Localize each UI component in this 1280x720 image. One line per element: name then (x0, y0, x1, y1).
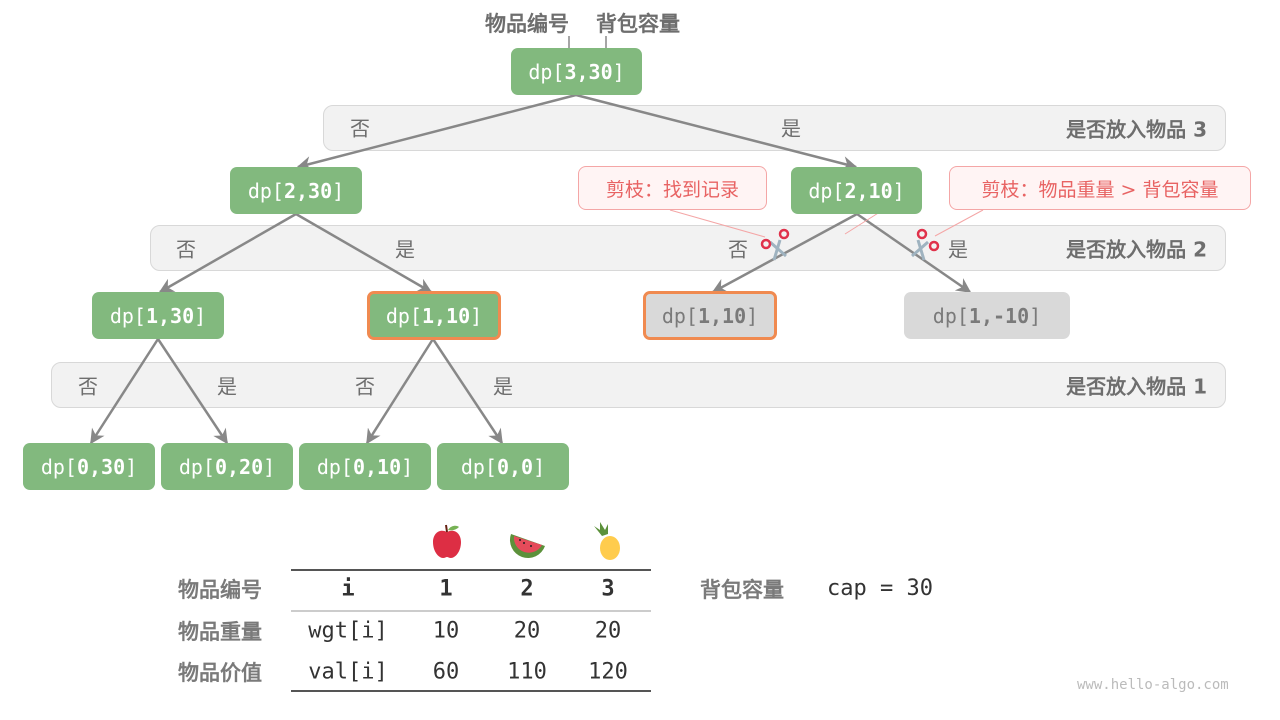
table-header-rule (291, 610, 651, 612)
node-dp-3-30: dp[3,30] (511, 48, 642, 95)
callout-prune-overweight: 剪枝：物品重量 > 背包容量 (949, 166, 1251, 210)
row-label-value: 物品价值 (178, 661, 262, 685)
edge (158, 212, 297, 294)
table-cell: 3 (601, 576, 615, 602)
scissors-icon (760, 228, 790, 261)
scissors-icon (911, 228, 940, 261)
fruit-icons (433, 522, 620, 560)
pineapple-icon (594, 522, 620, 560)
decision-band-item-1: 是否放入物品 1 (51, 362, 1226, 408)
table-cell: 120 (588, 659, 628, 685)
node-dp-1-neg10-pruned: dp[1,-10] (904, 292, 1070, 339)
row-label-index: 物品编号 (178, 578, 262, 602)
table-bottom-rule (291, 690, 651, 692)
callout-prune-record: 剪枝：找到记录 (578, 166, 767, 210)
node-dp-1-10-recorded: dp[1,10] (367, 291, 501, 340)
edge-label-yes: 是 (781, 116, 801, 141)
edge-label-no: 否 (355, 374, 375, 399)
edge (156, 338, 229, 445)
node-dp-2-10: dp[2,10] (791, 167, 922, 214)
table-cell: 20 (513, 618, 541, 644)
edge (365, 338, 435, 445)
edge-label-no: 否 (728, 237, 748, 262)
row-label-weight: 物品重量 (178, 620, 262, 644)
table-cell: 1 (439, 576, 453, 602)
edge (711, 212, 858, 294)
edge-label-no: 否 (176, 237, 196, 262)
edge-label-yes: 是 (493, 374, 513, 399)
table-top-rule (291, 569, 651, 571)
table-cell: i (341, 576, 355, 602)
edge-label-yes: 是 (395, 237, 415, 262)
edge (295, 212, 433, 294)
band-title: 是否放入物品 2 (1066, 237, 1207, 262)
edge (296, 93, 577, 171)
edge (89, 338, 160, 445)
node-dp-1-30: dp[1,30] (92, 292, 224, 339)
watermark: www.hello-algo.com (1077, 677, 1229, 693)
edge-label-yes: 是 (217, 374, 237, 399)
decision-band-item-2: 是否放入物品 2 (150, 225, 1226, 271)
edge (431, 338, 504, 445)
table-cell: 60 (432, 659, 460, 685)
apple-icon (433, 524, 461, 558)
node-dp-0-0: dp[0,0] (437, 443, 569, 490)
table-cell: 2 (520, 576, 534, 602)
band-title: 是否放入物品 3 (1066, 117, 1207, 142)
node-dp-0-20: dp[0,20] (161, 443, 293, 490)
band-title: 是否放入物品 1 (1066, 374, 1207, 399)
edge-label-no: 否 (78, 374, 98, 399)
watermelon-icon (509, 534, 545, 559)
capacity-label: 背包容量 (700, 578, 784, 602)
table-cell: 10 (432, 618, 460, 644)
table-cell: 110 (507, 659, 547, 685)
table-cell: 20 (594, 618, 622, 644)
node-dp-1-10-pruned: dp[1,10] (643, 291, 777, 340)
node-dp-2-30: dp[2,30] (230, 167, 362, 214)
table-cell: wgt[i] (308, 618, 388, 644)
capacity-value: cap = 30 (827, 576, 933, 601)
edge-label-no: 否 (350, 116, 370, 141)
edge-label-yes: 是 (948, 237, 968, 262)
edge (575, 93, 858, 171)
node-dp-0-30: dp[0,30] (23, 443, 155, 490)
item-index-label: 物品编号 (485, 12, 569, 36)
capacity-label: 背包容量 (596, 12, 680, 36)
node-dp-0-10: dp[0,10] (299, 443, 431, 490)
table-cell: val[i] (308, 659, 388, 685)
decision-band-item-3: 是否放入物品 3 (323, 105, 1226, 151)
